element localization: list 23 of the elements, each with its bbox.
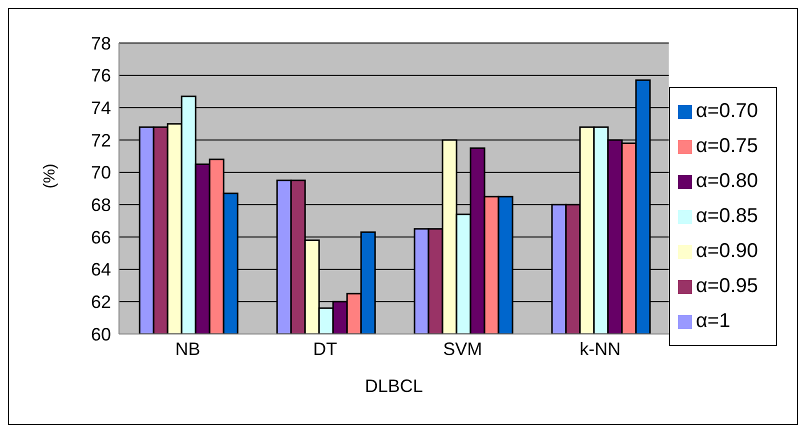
x-tick-label: k-NN [580, 338, 621, 359]
x-tick-label: DT [313, 338, 338, 359]
legend-label: α=0.90 [696, 240, 758, 262]
legend-label: α=0.75 [696, 135, 758, 157]
y-tick-label: 72 [90, 130, 111, 150]
x-tick-label: NB [175, 338, 200, 359]
y-axis-title: (%) [42, 164, 59, 188]
legend-label: α=1 [696, 310, 730, 332]
y-tick-label: 62 [90, 292, 111, 312]
x-axis-title: DLBCL [364, 376, 423, 396]
y-tick-label: 78 [90, 33, 111, 54]
y-tick-label: 64 [90, 260, 111, 280]
legend-label: α=0.80 [696, 170, 758, 192]
legend-label: α=0.95 [696, 275, 758, 297]
y-tick-label: 76 [90, 66, 111, 86]
y-tick-label: 60 [90, 324, 111, 344]
legend-label: α=0.70 [696, 100, 758, 122]
y-tick-label: 70 [90, 162, 111, 183]
y-tick-label: 66 [90, 227, 111, 248]
y-tick-label: 74 [90, 98, 111, 118]
y-tick-label: 68 [90, 195, 111, 216]
x-tick-label: SVM [443, 338, 482, 359]
legend-label: α=0.85 [696, 205, 758, 227]
